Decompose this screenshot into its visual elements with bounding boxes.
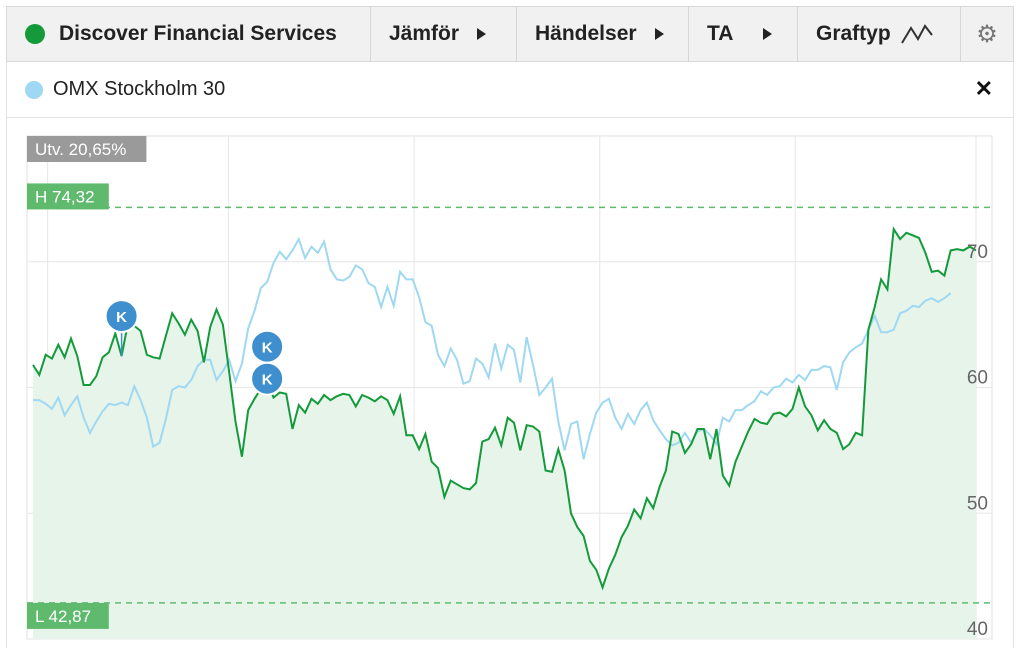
green-dot-icon <box>25 24 45 44</box>
instrument-selector[interactable]: Discover Financial Services <box>7 7 371 61</box>
event-marker-label: K <box>262 372 273 389</box>
compare-series-label: OMX Stockholm 30 <box>53 78 226 100</box>
low-label: L 42,87 <box>35 607 91 626</box>
ta-label: TA <box>707 22 734 45</box>
change-label: Utv. 20,65% <box>35 140 126 159</box>
y-tick-label: 40 <box>967 619 988 640</box>
triangle-right-icon <box>654 28 664 40</box>
graph-type-button[interactable]: Graftyp <box>798 7 961 61</box>
triangle-right-icon <box>477 28 487 40</box>
graph-type-label: Graftyp <box>816 22 891 45</box>
compare-series-line <box>33 236 952 460</box>
event-marker <box>250 361 285 396</box>
events-label: Händelser <box>535 22 637 45</box>
blue-dot-icon <box>25 80 43 99</box>
settings-button[interactable]: ⚙ <box>961 7 1013 61</box>
line-chart-icon <box>900 24 933 44</box>
chart-toolbar: Discover Financial Services Jämför Hände… <box>6 6 1014 62</box>
event-marker-label: K <box>116 309 127 326</box>
instrument-name: Discover Financial Services <box>59 22 337 45</box>
triangle-right-icon <box>763 28 773 40</box>
y-tick-label: 60 <box>967 368 988 389</box>
low-label-bg <box>27 602 109 629</box>
high-label-bg <box>27 183 109 210</box>
high-label: H 74,32 <box>35 187 95 206</box>
change-label-bg <box>27 136 147 162</box>
events-button[interactable]: Händelser <box>517 7 689 61</box>
price-series-line <box>32 226 977 591</box>
ta-button[interactable]: TA <box>689 7 798 61</box>
close-icon[interactable]: ✕ <box>974 76 993 101</box>
event-marker-label: K <box>262 340 273 357</box>
compare-row: OMX Stockholm 30 ✕ <box>6 62 1014 118</box>
gear-icon: ⚙ <box>976 20 998 48</box>
y-tick-label: 70 <box>967 242 988 263</box>
compare-label: Jämför <box>389 22 460 45</box>
last-value-label: 70,61 <box>930 118 973 122</box>
y-tick-label: 50 <box>967 493 988 514</box>
event-marker <box>104 299 139 334</box>
compare-button[interactable]: Jämför <box>371 7 517 61</box>
